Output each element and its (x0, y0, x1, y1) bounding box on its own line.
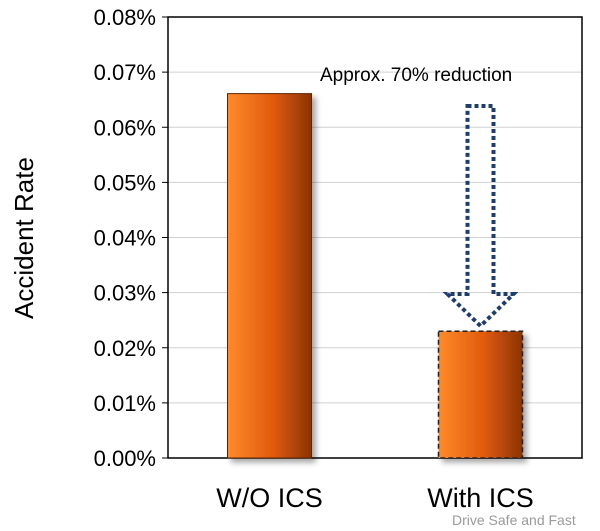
x-tick-label: W/O ICS (216, 483, 323, 513)
y-tick-label: 0.08% (94, 5, 156, 30)
reduction-annotation: Approx. 70% reduction (320, 65, 512, 86)
y-tick-label: 0.05% (94, 170, 156, 195)
x-tick-label: With ICS (427, 483, 534, 513)
y-tick-label: 0.07% (94, 60, 156, 85)
bar-with-ics (437, 330, 524, 459)
y-tick-label: 0.00% (94, 446, 156, 471)
bars (227, 93, 524, 459)
bar-w-o-ics (227, 93, 312, 459)
y-tick-label: 0.03% (94, 281, 156, 306)
reduction-arrow-icon (442, 104, 519, 329)
arrow-outline (442, 104, 519, 329)
y-tick-labels: 0.00% 0.01% 0.02% 0.03% 0.04% 0.05% 0.06% 0.07%… (94, 5, 168, 471)
y-axis-label: Accident Rate (9, 157, 39, 319)
x-tick-labels: W/O ICS With ICS (216, 483, 534, 513)
y-tick-label: 0.04% (94, 226, 156, 251)
y-tick-label: 0.01% (94, 391, 156, 416)
y-tick-label: 0.02% (94, 336, 156, 361)
y-tick-label: 0.06% (94, 115, 156, 140)
watermark: Drive Safe and Fast (452, 512, 576, 528)
